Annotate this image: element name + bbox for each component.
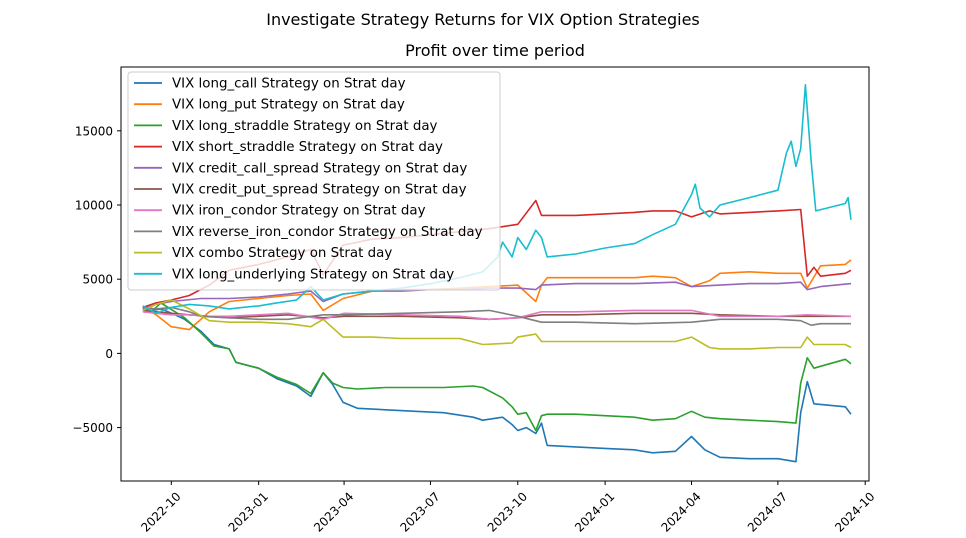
chart-title: Profit over time period	[405, 41, 585, 60]
legend-box	[127, 71, 501, 291]
y-tick-label: 10000	[75, 199, 113, 213]
plot-area-frame	[120, 66, 870, 482]
legend-label: VIX iron_condor Strategy on Strat day	[172, 204, 426, 219]
chart-suptitle: Investigate Strategy Returns for VIX Opt…	[266, 10, 700, 29]
legend-label: VIX reverse_iron_condor Strategy on Stra…	[172, 225, 483, 240]
legend-label: VIX long_call Strategy on Strat day	[172, 77, 406, 92]
series-line-1	[142, 259, 852, 331]
series-line-8	[142, 299, 852, 350]
y-tick-label: 15000	[75, 124, 113, 138]
y-axis: −5000 0 5000 10000 15000	[72, 124, 121, 435]
series-line-9	[142, 84, 852, 315]
legend-label: VIX credit_call_spread Strategy on Strat…	[172, 161, 467, 176]
series-line-2	[142, 302, 852, 432]
legend-label: VIX long_put Strategy on Strat day	[172, 98, 405, 113]
legend-label: VIX credit_put_spread Strategy on Strat …	[172, 183, 467, 198]
y-tick-label: 0	[105, 347, 113, 361]
series-line-4	[142, 281, 852, 310]
series-line-7	[142, 306, 851, 327]
legend-label: VIX long_underlying Strategy on Strat da…	[172, 267, 454, 282]
y-tick-label: 5000	[82, 273, 113, 287]
legend: VIX long_call Strategy on Strat day VIX l…	[127, 71, 501, 291]
legend-label: VIX short_straddle Strategy on Strat day	[172, 140, 443, 155]
legend-label: VIX long_straddle Strategy on Strat day	[172, 119, 438, 134]
legend-label: VIX combo Strategy on Strat day	[172, 246, 392, 261]
y-tick-label: −5000	[72, 421, 113, 435]
